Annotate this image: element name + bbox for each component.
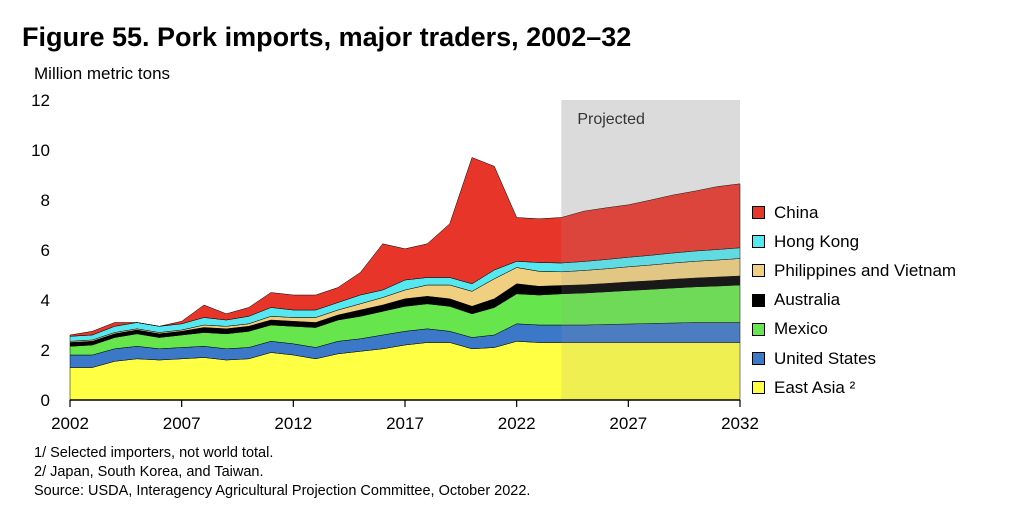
legend-label: Philippines and Vietnam: [774, 260, 957, 280]
y-tick-label-0: 0: [41, 391, 50, 410]
chart-title: Figure 55. Pork imports, major traders, …: [22, 22, 632, 52]
x-tick-label-4: 2022: [498, 414, 536, 433]
footnotes: 1/ Selected importers, not world total. …: [34, 444, 530, 501]
projected-overlay: [561, 100, 740, 400]
x-tick-label-5: 2027: [609, 414, 647, 433]
legend-label: East Asia ²: [774, 377, 856, 397]
legend-swatch: [752, 381, 765, 395]
x-tick-label-2: 2012: [274, 414, 312, 433]
y-tick-label-3: 6: [41, 241, 50, 260]
legend-label: Australia: [774, 290, 841, 310]
y-tick-label-6: 12: [31, 91, 50, 110]
footnote-2: 2/ Japan, South Korea, and Taiwan.: [34, 464, 264, 480]
x-tick-label-1: 2007: [163, 414, 201, 433]
x-tick-label-6: 2032: [721, 414, 759, 433]
y-tick-label-1: 2: [41, 341, 50, 360]
legend-label: Mexico: [774, 319, 828, 339]
legend-label: China: [774, 202, 819, 222]
y-tick-label-4: 8: [41, 191, 50, 210]
x-tick-label-3: 2017: [386, 414, 424, 433]
legend-item-2: Philippines and Vietnam: [752, 256, 956, 285]
legend-label: United States: [774, 348, 877, 368]
legend-item-0: China: [752, 198, 956, 227]
footnote-1: 1/ Selected importers, not world total.: [34, 445, 274, 461]
legend-swatch: [752, 352, 765, 366]
legend-label: Hong Kong: [774, 231, 860, 251]
x-tick-label-0: 2002: [51, 414, 89, 433]
legend-item-3: Australia: [752, 286, 956, 315]
y-tick-label-5: 10: [31, 141, 50, 160]
y-axis-label: Million metric tons: [34, 64, 171, 83]
legend-item-5: United States: [752, 344, 956, 373]
legend-swatch: [752, 206, 765, 220]
projected-label: Projected: [577, 111, 645, 128]
y-tick-label-2: 4: [41, 291, 50, 310]
legend: China Hong Kong Philippines and Vietnam Aus…: [752, 198, 956, 402]
legend-item-4: Mexico: [752, 315, 956, 344]
legend-swatch: [752, 293, 765, 307]
legend-swatch: [752, 264, 765, 278]
area-series-6: [69, 157, 741, 337]
legend-item-1: Hong Kong: [752, 227, 956, 256]
legend-item-6: East Asia ²: [752, 373, 956, 402]
legend-swatch: [752, 322, 765, 336]
legend-swatch: [752, 235, 765, 249]
source-note: Source: USDA, Interagency Agricultural P…: [34, 483, 531, 499]
